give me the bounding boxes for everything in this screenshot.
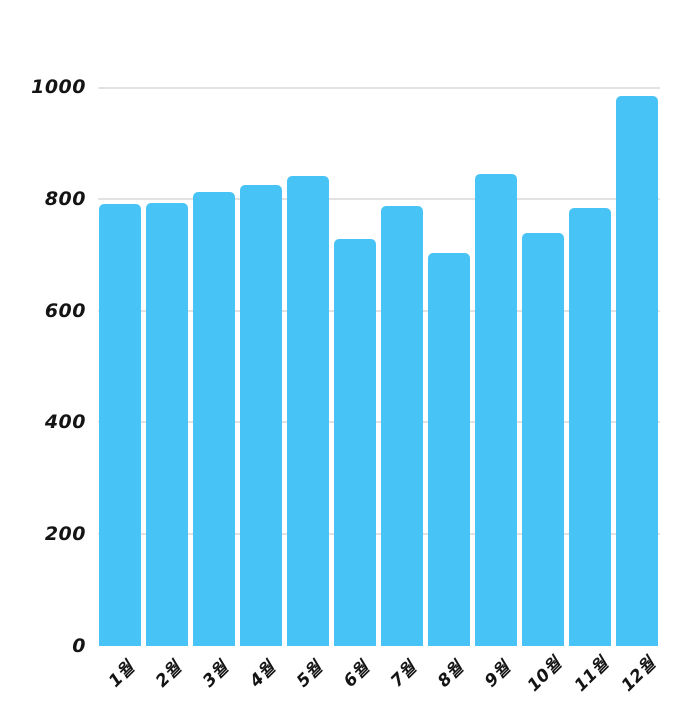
x-tick-label-11월: 11월 bbox=[570, 653, 613, 696]
x-tick-label-6월: 6월 bbox=[339, 657, 374, 692]
x-tick-label-5월: 5월 bbox=[292, 657, 327, 692]
plot-area bbox=[98, 87, 660, 646]
bar-5월 bbox=[287, 176, 329, 646]
bar-10월 bbox=[522, 233, 564, 646]
bar-9월 bbox=[475, 174, 517, 646]
y-axis: 0 200 400 600 800 1000 bbox=[0, 0, 86, 705]
bar-11월 bbox=[569, 208, 611, 646]
y-tick-label-600: 600 bbox=[44, 299, 86, 322]
bar-12월 bbox=[616, 95, 658, 646]
x-tick-label-12월: 12월 bbox=[617, 653, 660, 696]
y-tick-label-1000: 1000 bbox=[31, 76, 86, 98]
bar-6월 bbox=[334, 238, 376, 646]
x-tick-label-8월: 8월 bbox=[433, 657, 468, 692]
gridline-600 bbox=[98, 309, 660, 312]
gridline-1000 bbox=[98, 87, 660, 89]
x-tick-label-3월: 3월 bbox=[198, 657, 233, 692]
bar-3월 bbox=[193, 192, 235, 646]
x-tick-label-10월: 10월 bbox=[523, 653, 566, 696]
x-tick-label-4월: 4월 bbox=[245, 657, 280, 692]
gridline-400 bbox=[98, 421, 660, 424]
x-tick-label-7월: 7월 bbox=[386, 657, 421, 692]
y-tick-label-200: 200 bbox=[44, 523, 86, 546]
gridline-200 bbox=[98, 533, 660, 536]
x-tick-label-1월: 1월 bbox=[104, 657, 139, 692]
bar-8월 bbox=[428, 253, 470, 646]
y-tick-label-800: 800 bbox=[44, 187, 86, 210]
bar-4월 bbox=[240, 184, 282, 646]
gridline-800 bbox=[98, 197, 660, 200]
x-tick-label-2월: 2월 bbox=[151, 657, 186, 692]
bar-2월 bbox=[146, 202, 188, 646]
x-tick-label-9월: 9월 bbox=[480, 657, 515, 692]
bar-1월 bbox=[99, 204, 141, 646]
y-tick-label-400: 400 bbox=[44, 411, 86, 434]
bar-7월 bbox=[381, 206, 423, 646]
y-tick-label-0: 0 bbox=[72, 635, 86, 657]
